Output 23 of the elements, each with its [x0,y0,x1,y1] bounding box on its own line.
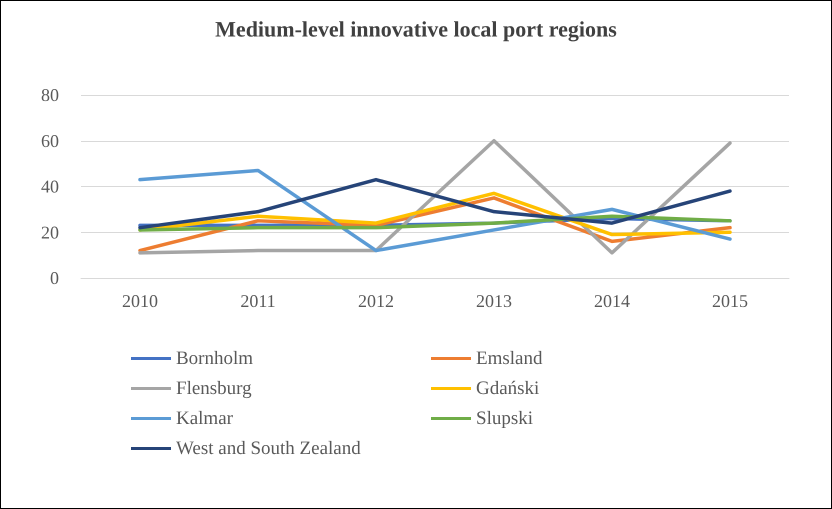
line-series [138,214,732,232]
x-tick-label: 2010 [122,291,158,311]
y-tick-label: 40 [41,176,59,196]
chart-title: Medium-level innovative local port regions [215,16,618,42]
legend-label: Flensburg [176,378,252,399]
y-tick-label: 0 [50,268,59,288]
legend-label: West and South Zealand [176,438,362,459]
x-tick-label: 2012 [358,291,394,311]
x-tick-label: 2011 [240,291,276,311]
x-tick-label: 2013 [476,291,512,311]
y-tick-label: 20 [41,222,59,242]
y-tick-label: 80 [41,85,59,105]
legend-label: Emsland [476,348,543,369]
x-tick-label: 2015 [712,291,748,311]
legend-label: Slupski [476,408,534,429]
legend-label: Gdański [476,378,540,399]
legend-label: Kalmar [176,408,234,429]
line-series [138,168,732,252]
line-series [138,139,732,255]
x-tick-label: 2014 [594,291,630,311]
line-series [138,178,732,230]
legend-label: Bornholm [176,348,254,369]
y-tick-label: 60 [41,130,59,151]
